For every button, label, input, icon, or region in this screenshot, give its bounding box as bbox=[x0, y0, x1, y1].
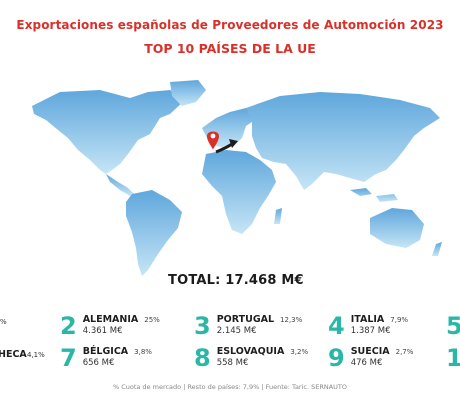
country-name: BÉLGICA bbox=[82, 346, 129, 357]
new-zealand-shape bbox=[432, 242, 442, 256]
rank-number-fragment-10: 1 bbox=[446, 344, 460, 372]
rank-number: 9 bbox=[328, 344, 345, 372]
market-share: 12,3% bbox=[280, 316, 303, 324]
location-pin-icon bbox=[207, 131, 219, 150]
country-name: ESLOVAQUIA bbox=[216, 346, 285, 357]
rank-item-italia: 4 ITALIA 7,9% 1.387 M€ bbox=[328, 314, 408, 338]
market-share: 25% bbox=[144, 316, 160, 324]
north-america-shape bbox=[32, 90, 185, 174]
rank-item-suecia: 9 SUECIA 2,7% 476 M€ bbox=[328, 346, 413, 370]
country-name: PORTUGAL bbox=[216, 314, 275, 325]
market-share: 7,9% bbox=[390, 316, 409, 324]
world-map bbox=[32, 80, 442, 276]
left-name-fragment: HECA bbox=[0, 349, 27, 360]
islands-shape bbox=[350, 188, 398, 202]
rank-item-portugal: 3 PORTUGAL 12,3% 2.145 M€ bbox=[194, 314, 302, 338]
left-share-fragment-2: 4,1% bbox=[27, 351, 45, 359]
central-america-shape bbox=[106, 174, 134, 196]
country-name: ITALIA bbox=[350, 314, 385, 325]
export-value: 476 M€ bbox=[350, 358, 383, 368]
market-share: 2,7% bbox=[395, 348, 414, 356]
rank-number: 7 bbox=[60, 344, 77, 372]
export-arrow-icon bbox=[215, 139, 238, 154]
asia-shape bbox=[246, 92, 440, 190]
footnote: % Cuota de mercado | Resto de países: 7,… bbox=[112, 383, 348, 391]
export-value: 4.361 M€ bbox=[82, 326, 123, 336]
rank-item-eslovaquia: 8 ESLOVAQUIA 3,2% 558 M€ bbox=[194, 346, 308, 370]
greenland-shape bbox=[170, 80, 206, 106]
infographic-subtitle: TOP 10 PAÍSES DE LA UE bbox=[144, 41, 316, 56]
market-share: 3,2% bbox=[290, 348, 309, 356]
export-value: 2.145 M€ bbox=[216, 326, 257, 336]
country-name: ALEMANIA bbox=[82, 314, 139, 325]
rank-item-alemania: 2 ALEMANIA 25% 4.361 M€ bbox=[60, 314, 160, 338]
infographic-title: Exportaciones españolas de Proveedores d… bbox=[16, 18, 444, 32]
rank-number: 4 bbox=[328, 312, 345, 340]
south-america-shape bbox=[126, 190, 182, 276]
export-value: 656 M€ bbox=[82, 358, 115, 368]
rank-number-fragment-5: 5 bbox=[446, 312, 460, 340]
australia-shape bbox=[370, 208, 424, 248]
madagascar-shape bbox=[274, 208, 282, 224]
rank-item-belgica: 7 BÉLGICA 3,8% 656 M€ bbox=[60, 346, 152, 370]
rank-number: 8 bbox=[194, 344, 211, 372]
left-share-fragment: % bbox=[0, 318, 7, 326]
total-exports: TOTAL: 17.468 M€ bbox=[168, 273, 304, 288]
africa-shape bbox=[202, 150, 276, 234]
rank-number: 3 bbox=[194, 312, 211, 340]
export-value: 558 M€ bbox=[216, 358, 249, 368]
market-share: 3,8% bbox=[134, 348, 152, 356]
export-value: 1.387 M€ bbox=[350, 326, 391, 336]
rank-number: 2 bbox=[60, 312, 77, 340]
country-name: SUECIA bbox=[350, 346, 390, 357]
